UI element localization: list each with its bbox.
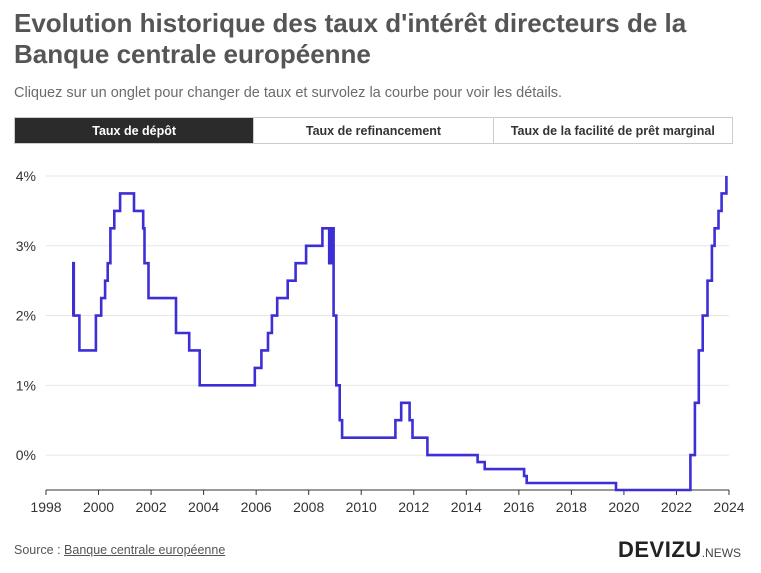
y-tick-label: 4%: [16, 168, 36, 184]
x-tick-label: 2022: [661, 499, 692, 515]
y-tick-label: 3%: [16, 238, 36, 254]
x-tick-label: 2020: [608, 499, 639, 515]
logo-name: DEVIZU: [618, 537, 702, 562]
x-tick-label: 2012: [398, 499, 429, 515]
source-note: Source : Banque centrale européenne: [14, 543, 225, 557]
x-axis-labels: 1998 2000 2002 2004 2006 2008 2010 2012 2014 2016…: [30, 490, 745, 515]
tab-refinancing-rate[interactable]: Taux de refinancement: [253, 118, 493, 143]
tab-marginal-lending-rate[interactable]: Taux de la facilité de prêt marginal: [492, 118, 732, 143]
y-tick-label: 1%: [16, 377, 36, 393]
source-link[interactable]: Banque centrale européenne: [64, 543, 226, 557]
x-tick-label: 2008: [293, 499, 324, 515]
grid-lines: [46, 175, 729, 456]
x-tick-label: 2006: [241, 499, 272, 515]
y-axis-labels: 4% 3% 2% 1% 0%: [16, 168, 36, 463]
page-title: Evolution historique des taux d'intérêt …: [14, 8, 687, 69]
x-tick-label: 2016: [503, 499, 534, 515]
x-tick-label: 1998: [30, 499, 61, 515]
x-tick-label: 2010: [346, 499, 377, 515]
y-tick-label: 2%: [16, 308, 36, 324]
tab-deposit-rate[interactable]: Taux de dépôt: [15, 118, 254, 143]
source-prefix: Source :: [14, 543, 65, 557]
x-tick-label: 2002: [135, 499, 166, 515]
logo-suffix: .NEWS: [701, 546, 742, 560]
deposit-rate-line[interactable]: [72, 176, 728, 492]
x-tick-label: 2014: [451, 499, 482, 515]
x-tick-label: 2018: [556, 499, 587, 515]
x-tick-label: 2024: [713, 499, 744, 515]
page-subtitle: Cliquez sur un onglet pour changer de ta…: [14, 85, 563, 101]
y-tick-label: 0%: [16, 447, 36, 463]
devizu-logo: DEVIZU.NEWS: [618, 537, 741, 563]
rate-chart[interactable]: 4% 3% 2% 1% 0% 1998 2000 2002 2004 2006 2008 2010 2…: [0, 160, 761, 530]
x-tick-label: 2000: [83, 499, 114, 515]
x-tick-label: 2004: [188, 499, 219, 515]
rate-tabs: Taux de dépôt Taux de refinancement Taux…: [14, 117, 733, 144]
